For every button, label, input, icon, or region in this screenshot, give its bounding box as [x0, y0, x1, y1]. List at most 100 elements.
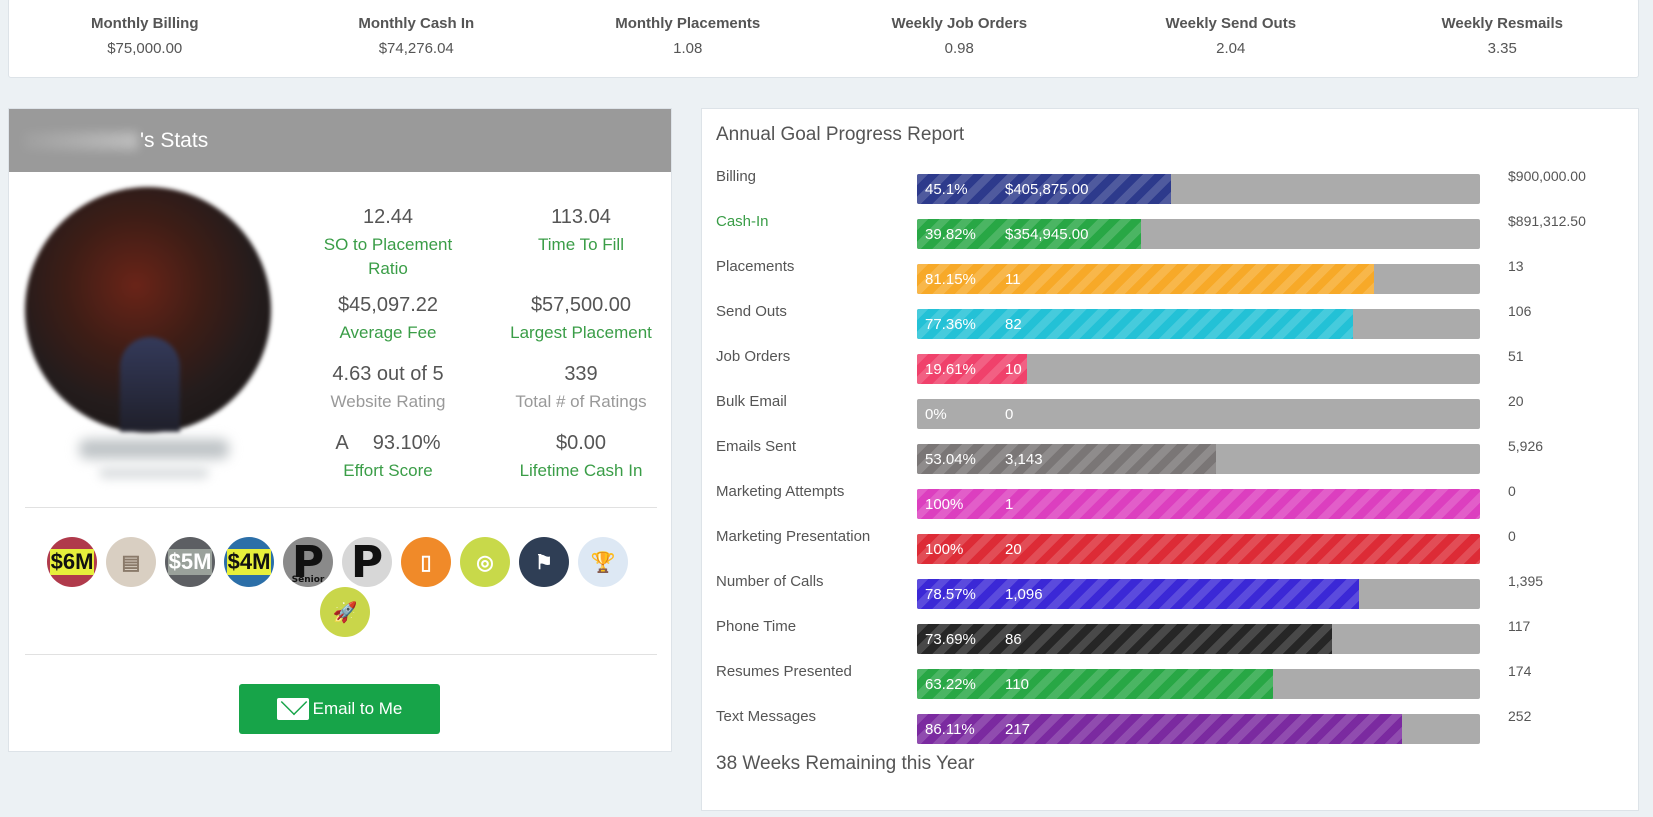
goal-progress-bar: 63.22% 110 [917, 669, 1480, 699]
goal-progress-fill [917, 444, 1216, 474]
stat-largest-placement: $57,500.00 Largest Placement [481, 294, 681, 345]
metric-monthly-billing: Monthly Billing $75,000.00 [9, 0, 281, 77]
goal-row: Marketing Presentation 100% 20 0 [702, 528, 1638, 564]
email-to-me-button[interactable]: Email to Me [239, 684, 440, 734]
metric-label: Monthly Placements [615, 15, 761, 32]
goal-target: 117 [1508, 618, 1531, 634]
goal-amount: 10 [1005, 361, 1022, 378]
goal-progress-fill [917, 489, 1480, 519]
goal-amount: 3,143 [1005, 451, 1043, 468]
stats-header-title: 's Stats [140, 129, 209, 152]
goal-percent: 77.36% [925, 316, 976, 333]
goal-progress-fill [917, 579, 1360, 609]
goal-progress-bar: 45.1% $405,875.00 [917, 174, 1480, 204]
stat-website-rating: 4.63 out of 5 Website Rating [288, 363, 488, 414]
goal-label: Marketing Attempts [716, 483, 845, 500]
goal-amount: 82 [1005, 316, 1022, 333]
goal-row: Cash-In 39.82% $354,945.00 $891,312.50 [702, 213, 1638, 249]
redacted-recruiter-name [79, 439, 229, 459]
stat-value: 339 [564, 363, 598, 385]
goal-progress-fill [917, 624, 1332, 654]
stat-caption: Effort Score [343, 461, 433, 480]
stat-value: $45,097.22 [337, 294, 439, 316]
goal-percent: 39.82% [925, 226, 976, 243]
badge-glyph: 🚀 [332, 601, 358, 624]
metric-weekly-send-outs: Weekly Send Outs 2.04 [1095, 0, 1367, 77]
badge-6m-icon[interactable]: $6M [47, 537, 97, 587]
goal-progress-fill [917, 534, 1480, 564]
goal-percent: 53.04% [925, 451, 976, 468]
goal-target: 13 [1508, 258, 1524, 274]
goal-label[interactable]: Cash-In [716, 213, 769, 230]
goal-progress-fill [917, 264, 1374, 294]
goal-progress-bar: 53.04% 3,143 [917, 444, 1480, 474]
goal-target: 1,395 [1508, 573, 1544, 589]
effort-percent: 93.10% [372, 432, 441, 454]
goal-row: Placements 81.15% 11 13 [702, 258, 1638, 294]
goal-progress-bar: 73.69% 86 [917, 624, 1480, 654]
metric-value: 2.04 [1216, 40, 1246, 57]
goal-amount: 11 [1005, 271, 1021, 288]
badge-certificate-icon[interactable]: ▤ [106, 537, 156, 587]
goal-target: 51 [1508, 348, 1524, 364]
goal-label: Placements [716, 258, 795, 275]
stat-caption: SO to Placement Ratio [323, 235, 453, 278]
goal-label: Number of Calls [716, 573, 824, 590]
badge-partner-icon[interactable]: P [342, 537, 392, 587]
badge-5m-icon[interactable]: $5M [165, 537, 215, 587]
stat-average-fee: $45,097.22 Average Fee [288, 294, 488, 345]
badge-passport-icon[interactable]: ▯ [401, 537, 451, 587]
stat-caption: Total # of Ratings [515, 392, 647, 411]
goal-percent: 100% [925, 496, 964, 513]
goal-progress-bar: 81.15% 11 [917, 264, 1480, 294]
goal-label: Phone Time [716, 618, 797, 635]
stat-caption: Largest Placement [510, 323, 652, 342]
goal-target: $891,312.50 [1508, 213, 1586, 229]
badge-trophy-icon[interactable]: 🏆 [578, 537, 628, 587]
metric-value: 1.08 [673, 40, 703, 57]
goal-target: 0 [1508, 528, 1516, 544]
goal-row: Job Orders 19.61% 10 51 [702, 348, 1638, 384]
badge-text: P [291, 537, 325, 587]
badge-text: $5M [167, 549, 213, 575]
badge-glyph: ▤ [121, 551, 141, 574]
metric-value: 0.98 [944, 40, 974, 57]
goal-progress-bar: 77.36% 82 [917, 309, 1480, 339]
goal-report-title: Annual Goal Progress Report [716, 124, 965, 145]
goal-amount: 86 [1005, 631, 1022, 648]
stat-total-ratings: 339 Total # of Ratings [481, 363, 681, 414]
badge-flag-icon[interactable]: ⚑ [519, 537, 569, 587]
top-metrics-bar: Monthly Billing $75,000.00 Monthly Cash … [8, 0, 1639, 78]
metric-weekly-resmails: Weekly Resmails 3.35 [1367, 0, 1639, 77]
badge-text: $6M [49, 549, 95, 575]
annual-goal-progress-report: Annual Goal Progress Report Billing 45.1%… [701, 108, 1639, 811]
goal-amount: 1,096 [1005, 586, 1043, 603]
metric-monthly-cash-in: Monthly Cash In $74,276.04 [281, 0, 553, 77]
stat-effort-score: A 93.10% Effort Score [288, 432, 488, 483]
badge-senior-partner-icon[interactable]: P Senior [283, 537, 333, 587]
stat-value: A 93.10% [288, 432, 488, 455]
goal-percent: 45.1% [925, 181, 968, 198]
badge-target-icon[interactable]: ◎ [460, 537, 510, 587]
goal-amount: $354,945.00 [1005, 226, 1089, 243]
weeks-remaining: 38 Weeks Remaining this Year [716, 753, 975, 774]
goal-amount: 20 [1005, 541, 1022, 558]
stat-value: 12.44 [362, 206, 414, 228]
goal-row: Number of Calls 78.57% 1,096 1,395 [702, 573, 1638, 609]
goal-label: Marketing Presentation [716, 528, 871, 545]
goal-target: 174 [1508, 663, 1532, 679]
goal-row: Emails Sent 53.04% 3,143 5,926 [702, 438, 1638, 474]
goal-progress-bar: 19.61% 10 [917, 354, 1480, 384]
badge-4m-icon[interactable]: $4M [224, 537, 274, 587]
divider [25, 654, 657, 655]
goal-progress-bar: 86.11% 217 [917, 714, 1480, 744]
badge-rocket-icon[interactable]: 🚀 [320, 587, 370, 637]
stat-time-to-fill: 113.04 Time To Fill [481, 206, 681, 257]
goal-row: Phone Time 73.69% 86 117 [702, 618, 1638, 654]
goal-row: Text Messages 86.11% 217 252 [702, 708, 1638, 744]
goal-percent: 78.57% [925, 586, 976, 603]
goal-percent: 0% [925, 406, 947, 423]
goal-label: Emails Sent [716, 438, 797, 455]
metric-label: Weekly Job Orders [891, 15, 1028, 32]
goal-label: Send Outs [716, 303, 787, 320]
